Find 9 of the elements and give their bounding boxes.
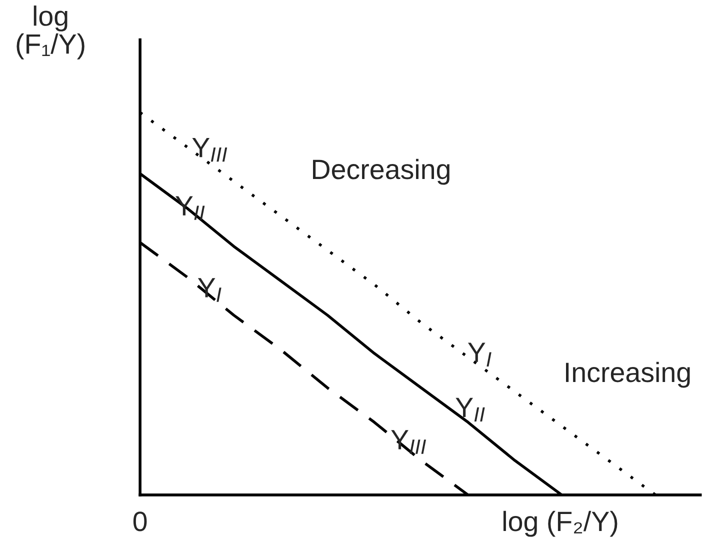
x-axis-title: log (F₂/Y)	[504, 510, 618, 537]
annotation: Y$_{I}$	[468, 342, 492, 366]
annotation: Y$_{II}$	[456, 398, 485, 422]
annotation: Increasing	[566, 362, 690, 388]
annotation: Y$_{III}$	[391, 430, 426, 454]
annotation: Y$_{III}$	[192, 138, 228, 162]
annotation: Decreasing	[313, 158, 450, 185]
text: 0	[133, 512, 147, 532]
y-axis-title: log (F₁/Y)	[16, 6, 84, 60]
